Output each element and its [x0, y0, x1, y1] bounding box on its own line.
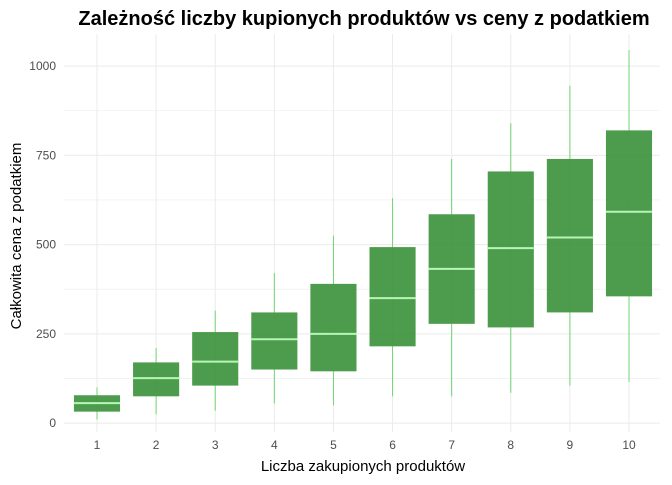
box-5	[310, 235, 357, 406]
box-body	[487, 171, 534, 328]
x-axis-title: Liczba zakupionych produktów	[261, 458, 465, 475]
box-10	[605, 50, 653, 383]
box-8	[487, 123, 534, 393]
y-tick-label: 250	[36, 327, 56, 341]
box-layer	[73, 50, 653, 420]
axis-layer: 0 250 500 750 1000 1 2 3 4 5 6 7 8 9 10	[29, 59, 636, 452]
box-2	[133, 348, 180, 415]
box-3	[192, 310, 239, 411]
box-1	[73, 387, 121, 420]
x-tick-label: 8	[507, 438, 514, 452]
x-tick-label: 9	[567, 438, 574, 452]
y-tick-label: 750	[36, 148, 56, 162]
box-6	[369, 198, 416, 397]
y-tick-label: 0	[49, 416, 56, 430]
box-9	[546, 85, 593, 386]
x-tick-label: 3	[212, 438, 219, 452]
box-body	[133, 362, 180, 397]
box-body	[546, 158, 593, 313]
y-tick-label: 500	[36, 238, 56, 252]
x-tick-label: 5	[330, 438, 337, 452]
box-body	[251, 312, 298, 370]
x-tick-label: 1	[94, 438, 101, 452]
box-body	[605, 130, 653, 297]
box-7	[428, 158, 475, 397]
box-body	[369, 247, 416, 347]
x-tick-label: 4	[271, 438, 278, 452]
y-axis-title: Całkowita cena z podatkiem	[8, 143, 25, 330]
x-tick-label: 10	[622, 438, 636, 452]
box-body	[192, 332, 239, 386]
y-tick-label: 1000	[29, 59, 56, 73]
x-tick-label: 6	[389, 438, 396, 452]
chart-title: Zależność liczby kupionych produktów vs …	[78, 8, 649, 30]
x-tick-label: 7	[448, 438, 455, 452]
box-4	[251, 273, 298, 404]
box-body	[310, 283, 357, 372]
x-tick-label: 2	[153, 438, 160, 452]
